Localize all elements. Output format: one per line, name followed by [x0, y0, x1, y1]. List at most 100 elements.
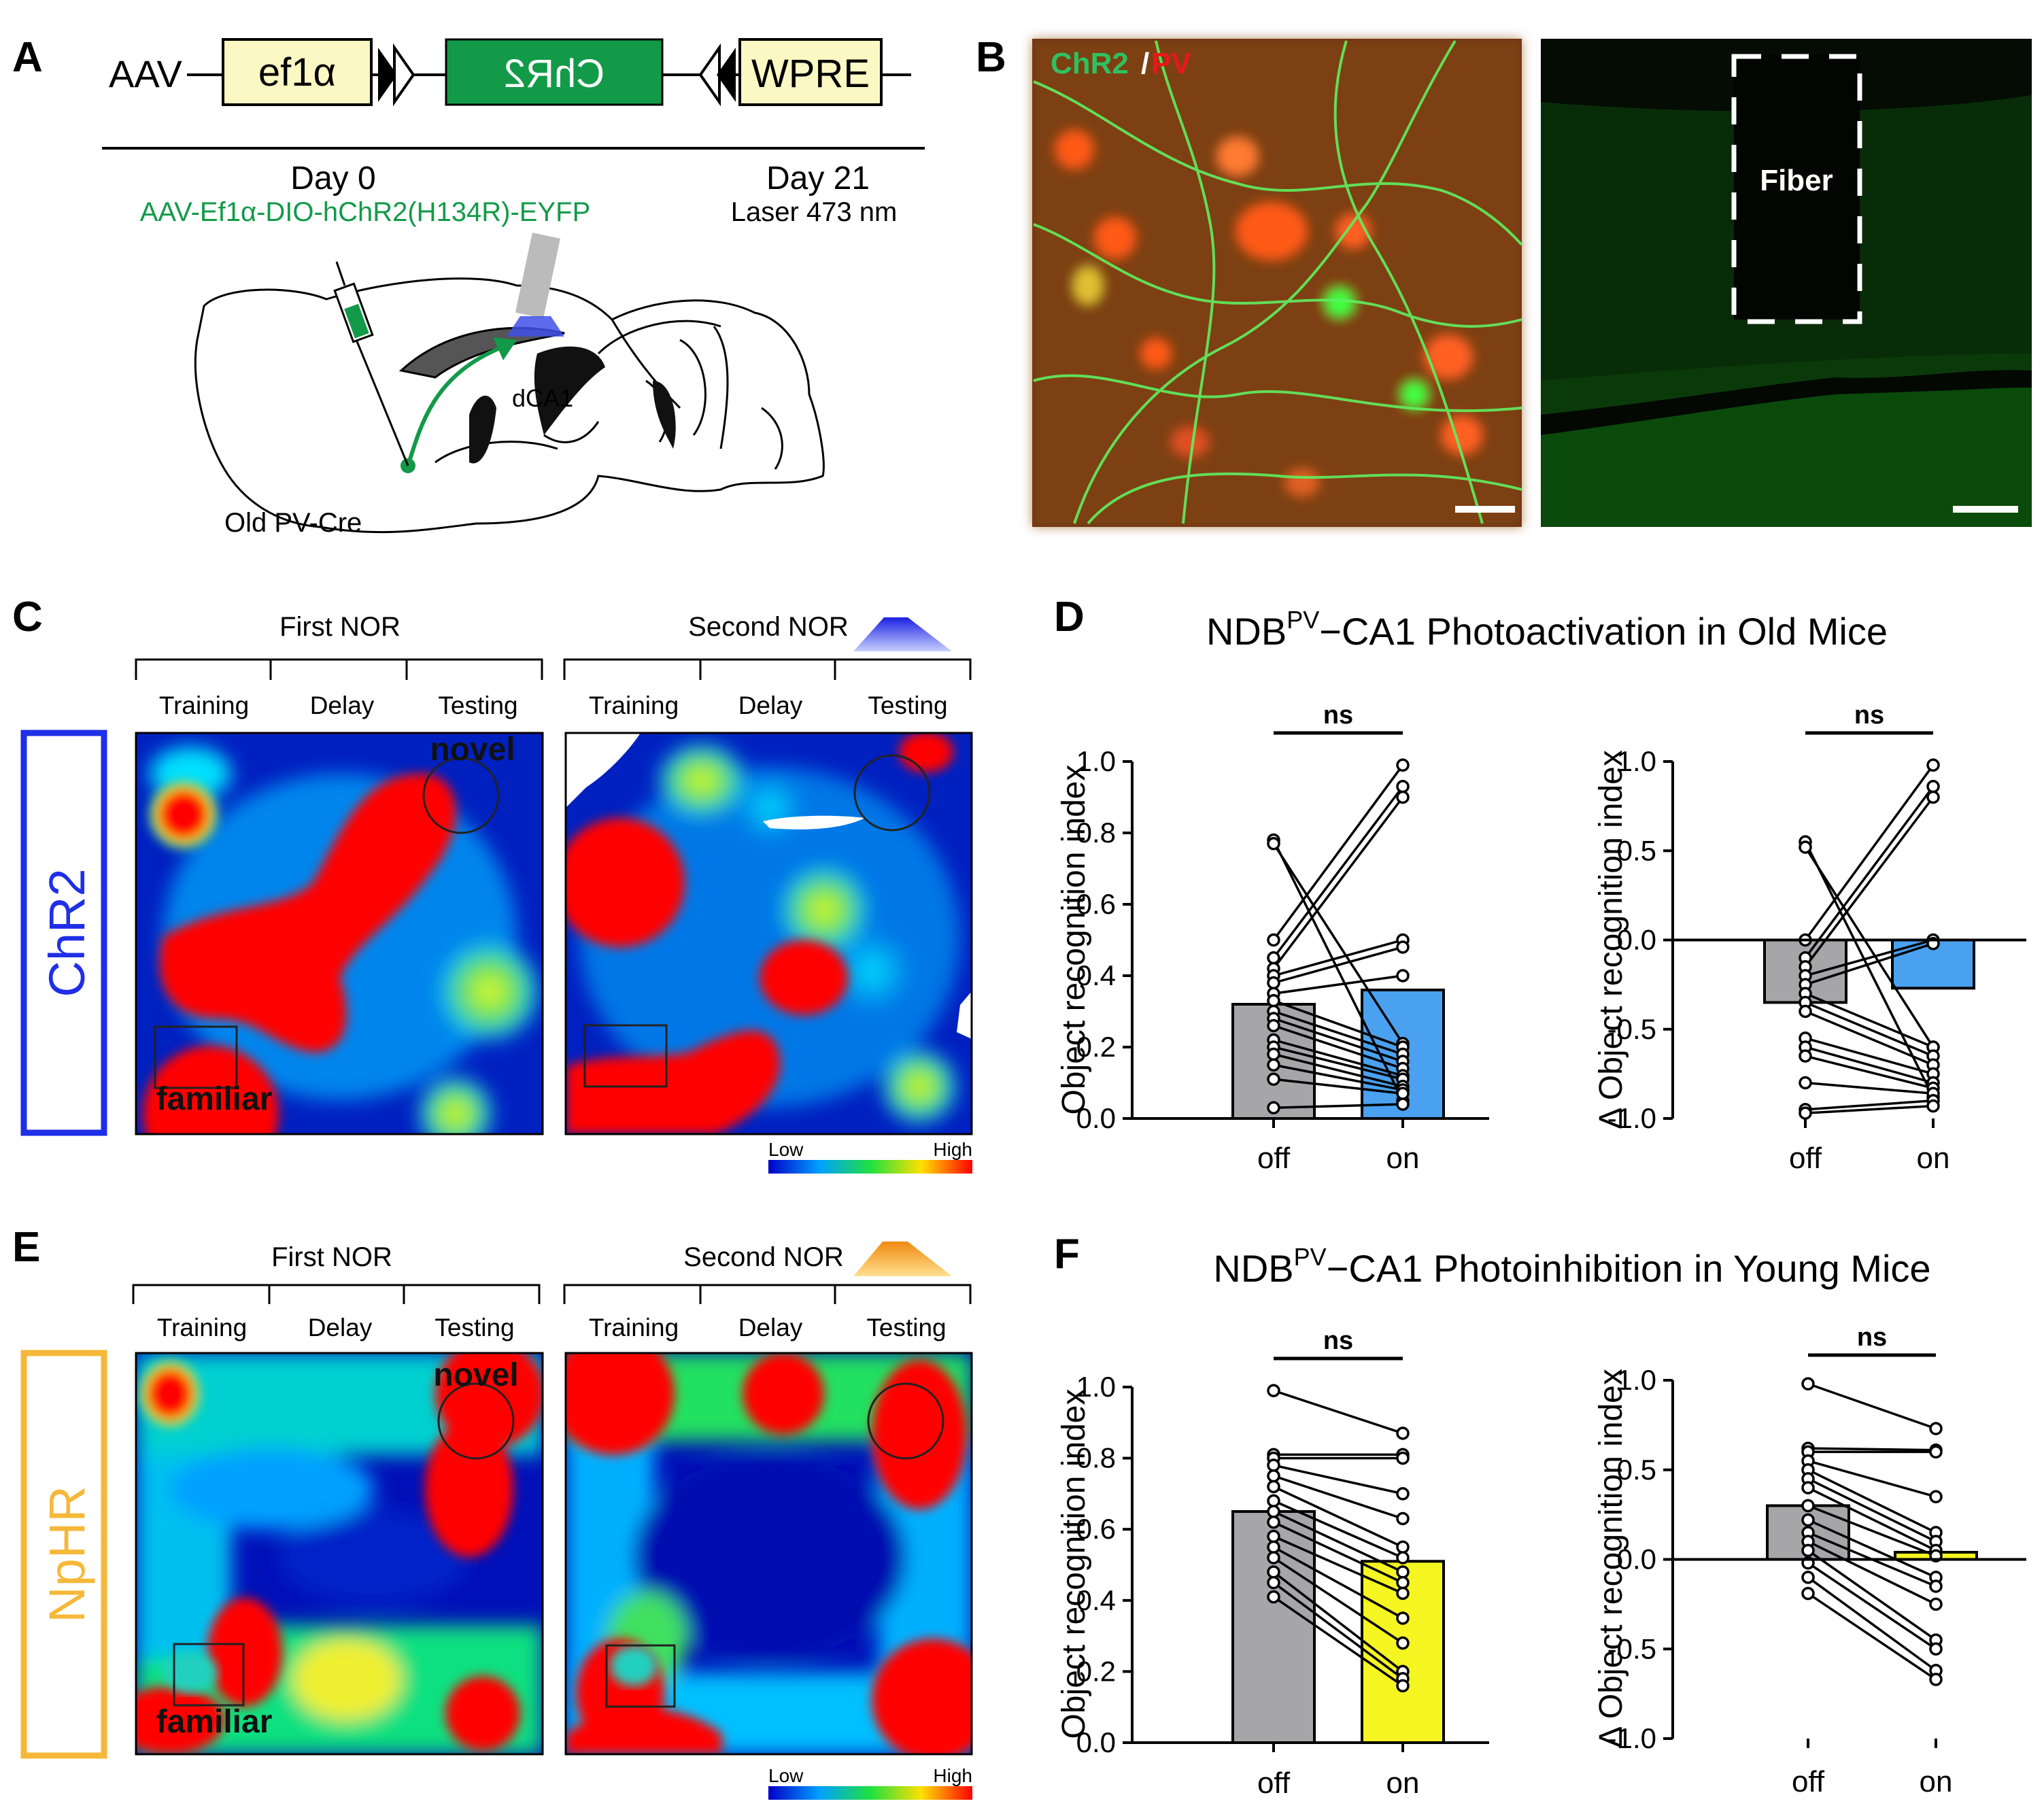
first-nor-label-e: First NOR: [271, 1242, 392, 1272]
data-point-off: [1267, 1480, 1280, 1494]
panel-a: A AAV ef1α ChR2 WPRE Day 0 Day 21 AAV-Ef…: [12, 34, 925, 538]
lox-right-icon: [698, 43, 721, 107]
data-point-on: [1396, 1487, 1410, 1501]
paired-line: [1273, 946, 1403, 985]
paired-line: [1807, 1504, 1937, 1557]
y-tick-label: -1.0: [1607, 1722, 1656, 1754]
neurite-network: [1033, 39, 1523, 525]
y-tick-label: 0.4: [1076, 959, 1116, 991]
day0-label: Day 0: [290, 160, 375, 196]
data-point-on: [1396, 1586, 1410, 1601]
paired-line: [1273, 938, 1403, 977]
paired-line: [1807, 1549, 1937, 1641]
familiar-label-c: familiar: [156, 1081, 273, 1117]
phase-training-e2: Training: [589, 1314, 679, 1341]
chr2-inverted-label: ChR2: [504, 52, 604, 96]
laser-light-icon: [507, 316, 564, 337]
paired-line: [1272, 1582, 1404, 1680]
y-tick-label: -0.5: [1607, 1632, 1656, 1664]
day21-label: Day 21: [766, 160, 870, 196]
wpre-box: [738, 38, 883, 106]
paired-line: [1805, 1055, 1934, 1090]
data-point-off: [1267, 1575, 1280, 1590]
paired-line: [1273, 1103, 1403, 1109]
paired-line: [1273, 1010, 1403, 1056]
phase-training-e1: Training: [157, 1314, 247, 1341]
y-axis-label: Δ Object recognition index: [1593, 1369, 1629, 1748]
lox-right-icon-2: [717, 48, 736, 102]
paired-line: [1805, 1010, 1934, 1066]
data-point-off: [1267, 1565, 1280, 1579]
colorbar-e: [768, 1786, 972, 1800]
paired-line: [1807, 1562, 1937, 1650]
paired-line: [1273, 1485, 1403, 1548]
familiar-object-square-2: [583, 1024, 668, 1088]
data-point-on: [1396, 1636, 1410, 1650]
data-point-off: [1267, 837, 1280, 851]
data-point-on: [1396, 1511, 1410, 1526]
y-axis-label: Object recognition index: [1056, 1389, 1092, 1739]
colorbar-high-e: High: [933, 1765, 972, 1786]
data-point-off: [1267, 933, 1280, 947]
arrow-head-icon: [493, 337, 517, 360]
paired-line: [1272, 796, 1404, 970]
y-tick-label: 1.0: [1617, 1364, 1656, 1396]
data-point-off: [1801, 1499, 1815, 1513]
x-tick-label-off: off: [1792, 1765, 1825, 1798]
y-tick-label: 0.6: [1076, 1513, 1116, 1545]
laser-on-icon-orange: [853, 1242, 952, 1276]
fiber-section-texture: [1541, 39, 2032, 527]
paired-line: [1807, 1518, 1937, 1579]
y-tick-label: 1.0: [1076, 745, 1116, 777]
panel-letter-e: E: [12, 1224, 40, 1271]
fiber-label: Fiber: [1760, 164, 1833, 197]
data-point-off: [1267, 1540, 1280, 1554]
x-tick-label-off: off: [1789, 1142, 1822, 1175]
x-tick-label-on: on: [1917, 1142, 1950, 1175]
data-point-off: [1801, 1481, 1815, 1494]
data-point-on: [1926, 1099, 1940, 1113]
paired-line: [1807, 1459, 1937, 1498]
data-point-on: [1929, 1673, 1943, 1686]
paired-line: [1273, 1024, 1403, 1070]
y-axis-label: Δ Object recognition index: [1593, 750, 1629, 1129]
heatmap-border-c1: [135, 732, 544, 1135]
ef1a-box: [222, 38, 373, 106]
chart-d-left: 0.0 0.2 0.4 0.6 0.8 1.0 off on ns Object recognit…: [1056, 701, 1489, 1175]
paired-line: [1273, 999, 1403, 1048]
data-point-on: [1396, 1611, 1410, 1625]
paired-line: [1273, 1521, 1403, 1584]
paired-line: [1805, 1099, 1934, 1111]
fiber-track-outline: [1731, 54, 1862, 324]
corpus-callosum-shape: [398, 326, 565, 379]
colorbar-c: [768, 1160, 972, 1174]
paired-line: [1807, 1447, 1937, 1452]
paired-line: [1273, 1078, 1403, 1095]
paired-line: [1805, 1081, 1934, 1095]
heatmap-chr2-first: [136, 733, 543, 1134]
panel-letter-a: A: [12, 34, 43, 81]
data-point-off: [1267, 1529, 1280, 1543]
y-tick-label: 0.5: [1617, 1454, 1656, 1486]
y-tick-label: 0.0: [1076, 1726, 1116, 1758]
familiar-object-square-e: [173, 1643, 245, 1707]
chart-f-right: -1.0 -0.5 0.0 0.5 1.0 off on ns Δ Object recogni…: [1593, 1323, 2026, 1798]
data-point-off: [1267, 1515, 1280, 1529]
data-point-on: [1396, 1540, 1410, 1554]
y-tick-label: 0.0: [1076, 1102, 1116, 1134]
paired-line: [1273, 1053, 1403, 1088]
paired-line: [1805, 1001, 1934, 1057]
title-d-sup: PV: [1287, 606, 1319, 634]
y-tick-label: -0.5: [1607, 1013, 1656, 1045]
significance-label: ns: [1323, 701, 1353, 730]
unvisited-region-3: [957, 991, 972, 1039]
data-point-on: [1926, 758, 1940, 772]
paired-line: [1805, 992, 1934, 1048]
x-tick-label-on: on: [1386, 1142, 1420, 1175]
laser-on-icon-blue: [853, 617, 952, 651]
dca1-label: dCA1: [512, 384, 573, 412]
paired-line: [1805, 938, 1934, 977]
lox-left-icon: [378, 48, 397, 102]
paired-line: [1807, 1382, 1937, 1430]
paired-line: [1807, 1576, 1937, 1672]
